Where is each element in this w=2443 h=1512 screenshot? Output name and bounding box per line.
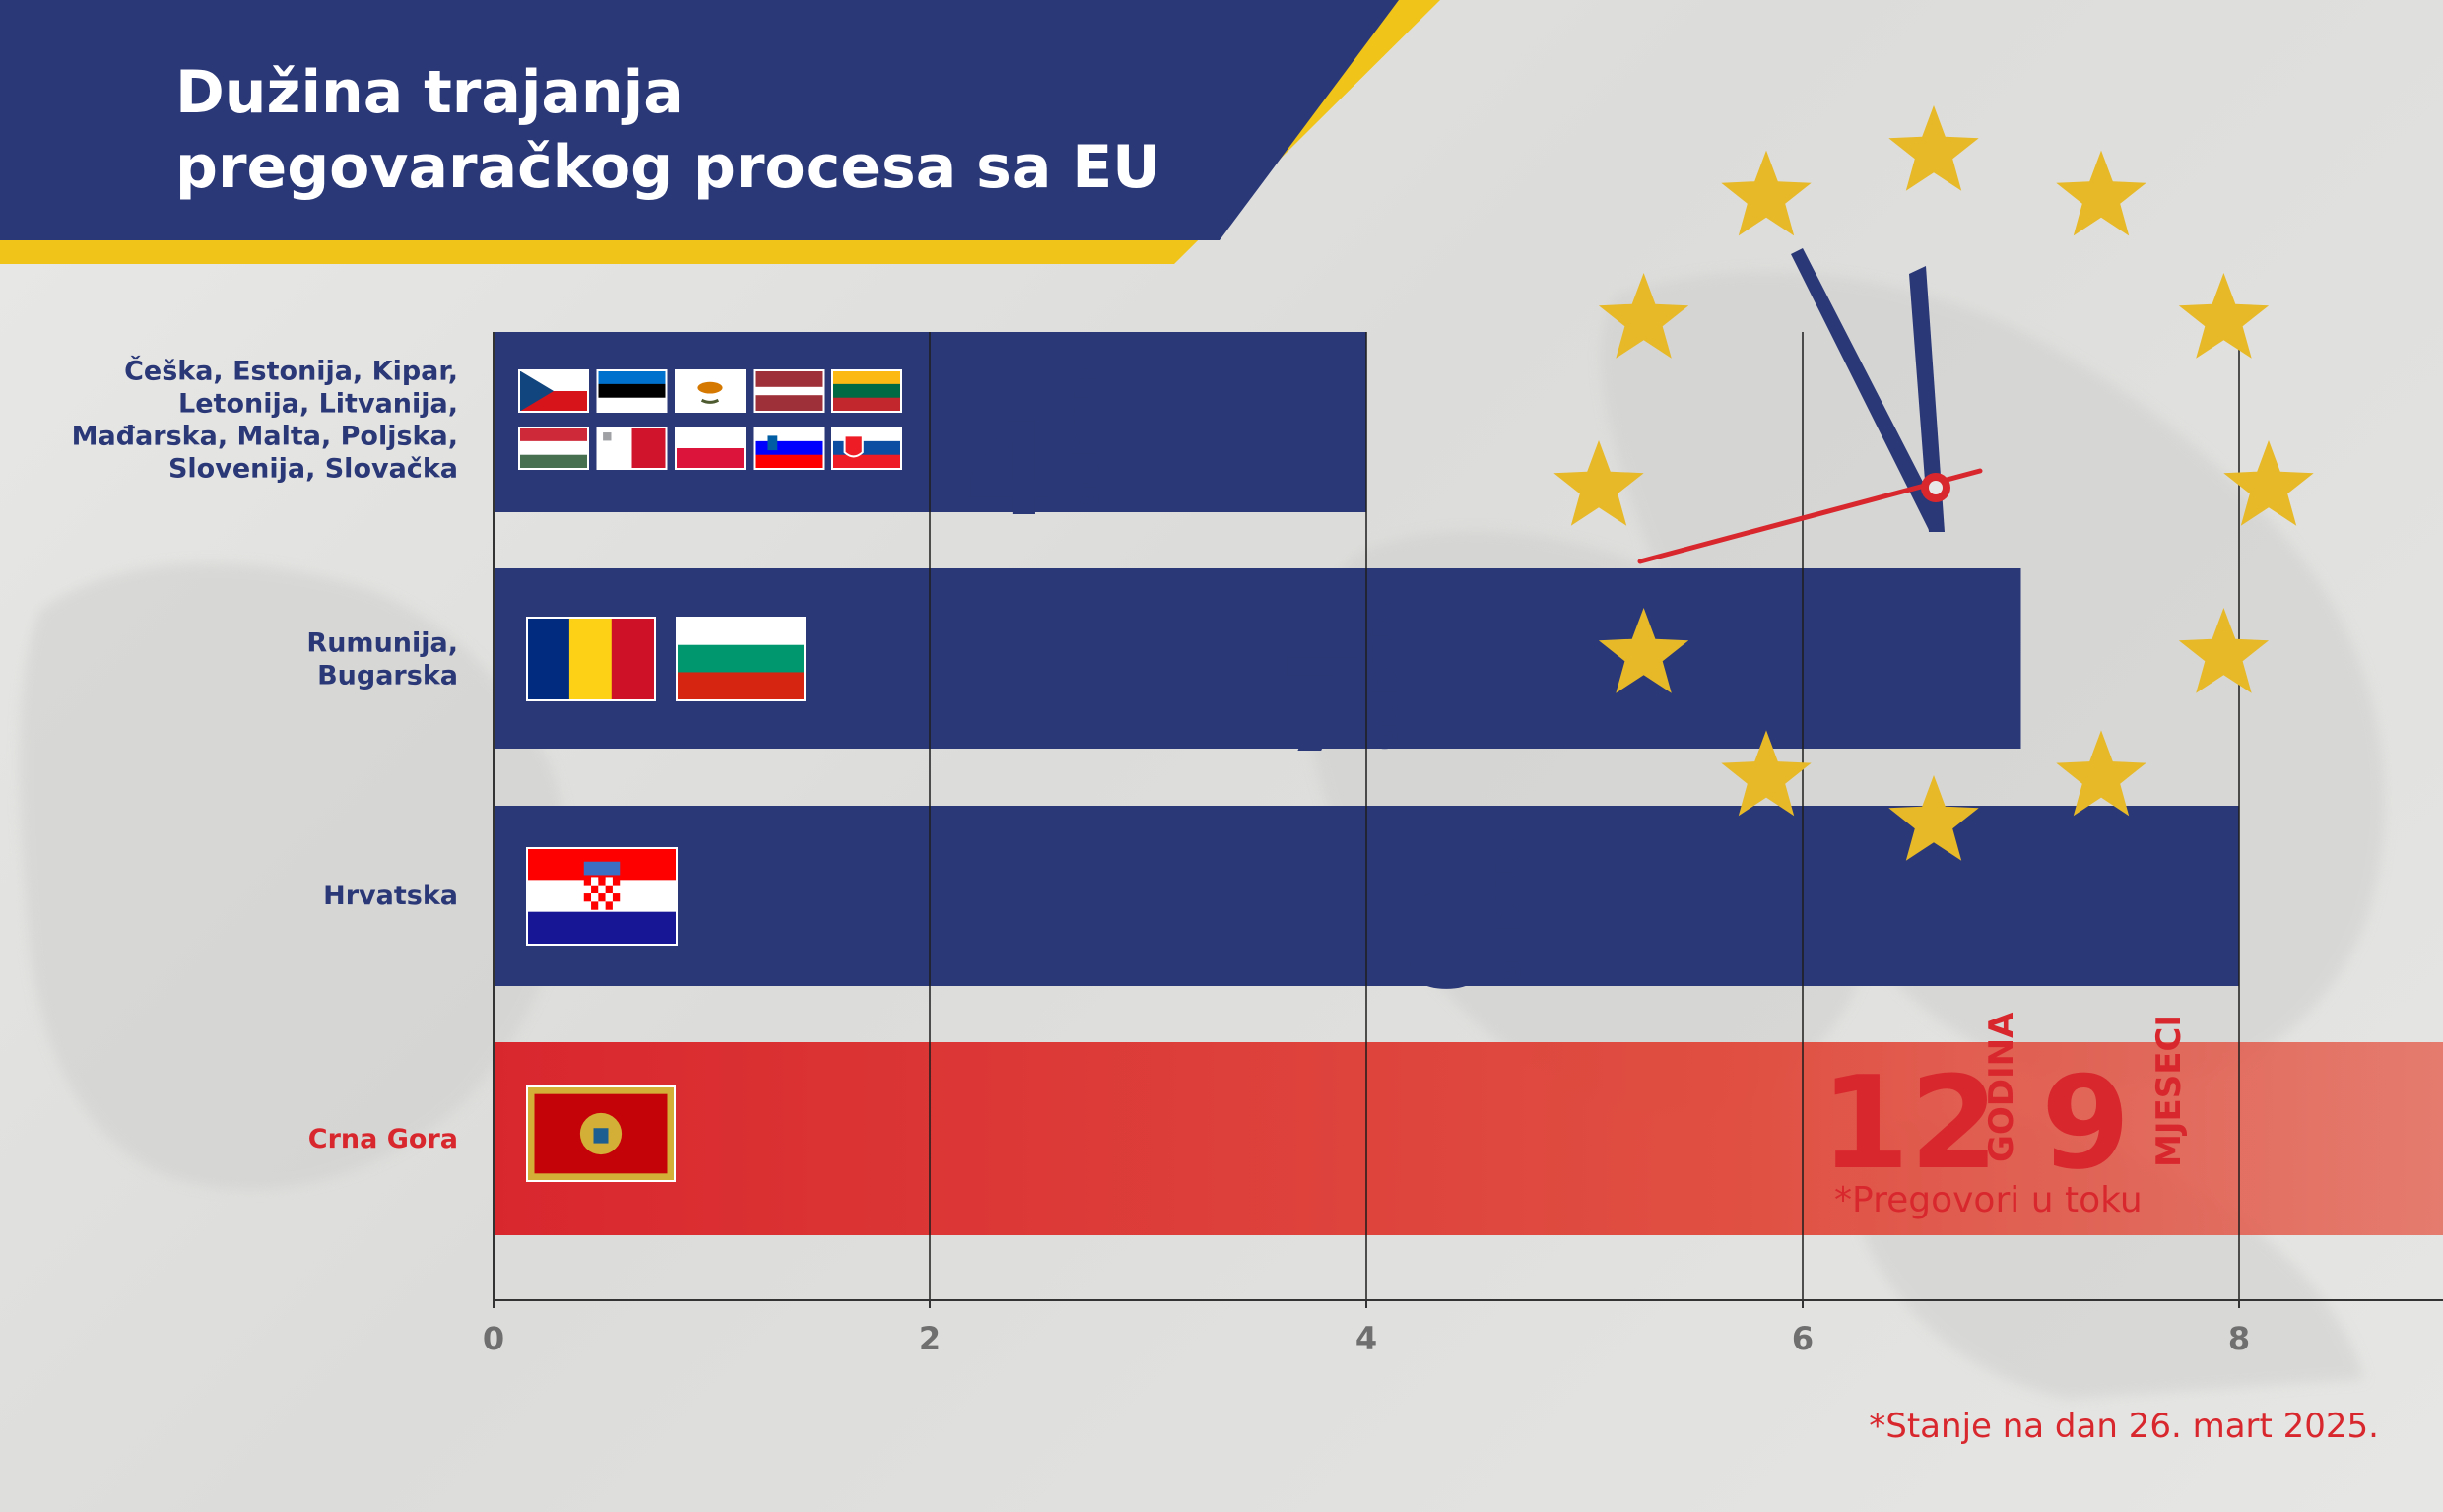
- flag-croatia-icon: [526, 847, 678, 946]
- flags-layer: [518, 369, 902, 1182]
- category-label-0: Češka, Estonija, Kipar,Letonija, Litvani…: [72, 356, 458, 485]
- header-banner: [0, 0, 1440, 264]
- eu-star-icon: [1553, 440, 1644, 526]
- eu-star-icon: [2056, 150, 2146, 236]
- flag-montenegro-icon: [526, 1085, 676, 1182]
- x-tick-label-8: 8: [2228, 1320, 2250, 1357]
- value-unit-2: GODINA: [1489, 836, 1529, 987]
- clock-minute-hand: [1791, 248, 1943, 530]
- x-tick-label-4: 4: [1355, 1320, 1377, 1357]
- value-label-1: 7: [1279, 631, 1367, 781]
- flag-cyprus-icon: [675, 369, 746, 413]
- x-tick-label-0: 0: [483, 1320, 504, 1357]
- x-tick-label-6: 6: [1792, 1320, 1814, 1357]
- eu-star-icon: [2178, 273, 2270, 359]
- flag-romania-icon: [526, 617, 656, 701]
- axis-layer: 02468101214: [483, 332, 2443, 1357]
- page-title-line-1: Dužina trajanja: [175, 58, 684, 127]
- category-label-line: Mađarska, Malta, Poljska,: [72, 422, 458, 452]
- value-unit-3: GODINA: [1982, 1012, 2021, 1162]
- value-label-2: 8: [1402, 868, 1490, 1018]
- eu-star-icon: [2178, 608, 2270, 693]
- eu-star-icon: [1598, 273, 1689, 359]
- value-unit-0: GODINE: [1068, 365, 1107, 512]
- category-label-line: Rumunija,: [306, 628, 458, 659]
- value-label-3: 12: [1820, 1048, 1999, 1198]
- clock-center-pin: [1929, 481, 1943, 494]
- grid-layer: [929, 332, 2240, 1300]
- category-label-line: Češka, Estonija, Kipar,: [124, 356, 458, 387]
- flag-slovenia-icon: [753, 427, 825, 470]
- value-label-3b: 9: [2041, 1048, 2130, 1198]
- flag-bulgaria-icon: [676, 617, 806, 701]
- ongoing-note: *Pregovori u toku: [1834, 1180, 2143, 1220]
- flag-czech-icon: [518, 369, 589, 413]
- eu-star-icon: [2056, 730, 2146, 817]
- clock-hour-hand: [1909, 266, 1945, 532]
- category-label-line: Crna Gora: [308, 1124, 458, 1154]
- eu-star-icon: [1598, 608, 1689, 693]
- flag-malta-icon: [596, 427, 668, 470]
- page-title-line-2: pregovaračkog procesa sa EU: [175, 133, 1160, 202]
- date-note: *Stanje na dan 26. mart 2025.: [1869, 1407, 2379, 1446]
- value-label-0: 4: [965, 395, 1054, 545]
- value-unit-3b: MJESECI: [2149, 1015, 2189, 1167]
- flag-slovakia-icon: [831, 427, 902, 470]
- flag-estonia-icon: [596, 369, 668, 413]
- category-label-1: Rumunija,Bugarska: [306, 628, 458, 691]
- category-label-line: Slovenija, Slovačka: [168, 454, 458, 485]
- category-label-3: Crna Gora: [308, 1124, 458, 1154]
- category-label-2: Hrvatska: [323, 881, 458, 911]
- labels-layer: Češka, Estonija, Kipar,Letonija, Litvani…: [72, 356, 2189, 1199]
- value-unit-1: GODINA: [1366, 600, 1406, 751]
- eu-star-icon: [1888, 775, 1979, 861]
- eu-star-icon: [1721, 730, 1812, 817]
- flag-latvia-icon: [753, 369, 825, 413]
- category-label-line: Bugarska: [317, 661, 458, 691]
- eu-stars-clock-icon: [1553, 105, 2314, 861]
- category-label-line: Letonija, Litvanija,: [178, 389, 458, 420]
- bar-3: [494, 1042, 2443, 1235]
- eu-star-icon: [1888, 105, 1979, 191]
- flag-lithuania-icon: [831, 369, 902, 413]
- category-label-line: Hrvatska: [323, 881, 458, 911]
- flag-hungary-icon: [518, 427, 589, 470]
- eu-star-icon: [2223, 440, 2314, 526]
- flag-poland-icon: [675, 427, 746, 470]
- x-tick-label-2: 2: [919, 1320, 941, 1357]
- eu-star-icon: [1721, 150, 1812, 236]
